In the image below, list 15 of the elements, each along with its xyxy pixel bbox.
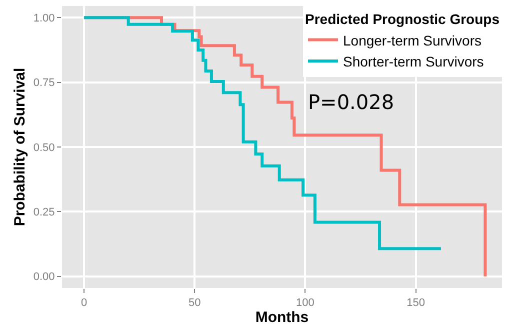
x-tick-label: 100 — [296, 297, 314, 310]
y-tick-label: 1.00 — [33, 12, 55, 24]
legend-label: Longer-term Survivors — [343, 32, 482, 48]
legend-label: Shorter-term Survivors — [343, 53, 484, 70]
y-tick-label: 0.00 — [33, 271, 55, 284]
annotation: P=0.028 — [308, 90, 394, 114]
x-tick-label: 0 — [81, 297, 88, 310]
y-axis-title: Probability of Survival — [12, 68, 29, 226]
y-tick-label: 0.75 — [33, 77, 55, 90]
y-tick-label: 0.25 — [33, 206, 55, 219]
y-tick-label: 0.50 — [33, 142, 55, 154]
x-tick-label: 50 — [188, 297, 201, 310]
x-tick-label: 150 — [406, 297, 425, 310]
x-axis-title: Months — [255, 309, 309, 326]
legend-title: Predicted Prognostic Groups — [305, 11, 500, 28]
